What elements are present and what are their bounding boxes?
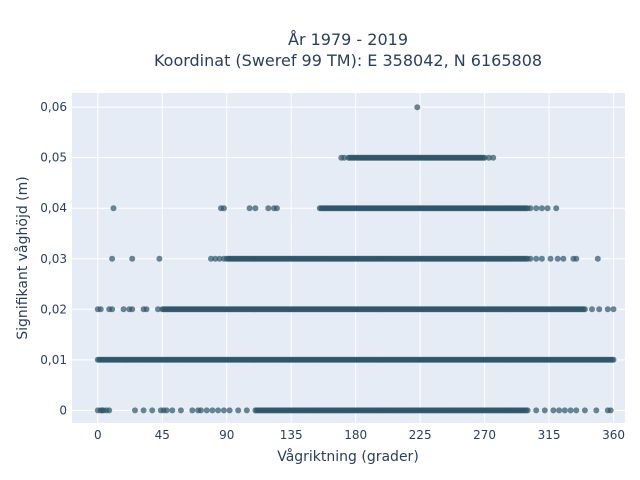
- x-tick-label: 45: [155, 428, 170, 442]
- x-tick-label: 360: [602, 428, 625, 442]
- x-tick-label: 180: [344, 428, 367, 442]
- data-point: [524, 407, 531, 414]
- data-point: [610, 306, 617, 313]
- data-point: [129, 255, 136, 262]
- x-tick-label: 90: [219, 428, 234, 442]
- data-point: [553, 205, 560, 212]
- data-point: [527, 255, 534, 262]
- x-tick-label: 225: [409, 428, 432, 442]
- data-point: [485, 154, 492, 161]
- data-point: [593, 407, 600, 414]
- data-point: [226, 407, 233, 414]
- data-point: [97, 306, 104, 313]
- data-point: [594, 255, 601, 262]
- data-point: [220, 407, 227, 414]
- x-tick-label: 270: [473, 428, 496, 442]
- data-point: [149, 407, 156, 414]
- x-tick-label: 0: [94, 428, 102, 442]
- data-point: [177, 407, 184, 414]
- data-point: [203, 407, 210, 414]
- data-point: [414, 104, 421, 111]
- data-point: [573, 407, 580, 414]
- data-point: [550, 407, 557, 414]
- x-tick-label: 315: [538, 428, 561, 442]
- data-point: [573, 255, 580, 262]
- data-point: [538, 255, 545, 262]
- data-point: [246, 205, 253, 212]
- y-tick-label: 0: [59, 403, 67, 417]
- data-point: [581, 306, 588, 313]
- data-point: [156, 255, 163, 262]
- data-point: [544, 205, 551, 212]
- data-point: [556, 407, 563, 414]
- data-point: [490, 154, 497, 161]
- data-point: [96, 356, 103, 363]
- data-point: [596, 306, 603, 313]
- data-point: [533, 255, 540, 262]
- y-axis-label: Signifikant våghöjd (m): [14, 176, 31, 339]
- data-point: [110, 205, 117, 212]
- y-tick-label: 0,04: [40, 201, 67, 215]
- data-point: [604, 306, 611, 313]
- data-point: [235, 407, 242, 414]
- data-point: [163, 407, 170, 414]
- data-point: [265, 205, 272, 212]
- data-point: [106, 407, 113, 414]
- data-point: [212, 255, 219, 262]
- tick-labels: 0 45 90 135 180 225 270 315 360 0 0,01 0,02 0,03 0,04…: [40, 100, 625, 442]
- data-point: [169, 407, 176, 414]
- y-tick-label: 0,06: [40, 100, 67, 114]
- data-point: [341, 154, 348, 161]
- data-point: [554, 255, 561, 262]
- data-point: [220, 205, 227, 212]
- data-point: [481, 154, 488, 161]
- y-tick-label: 0,02: [40, 302, 67, 316]
- y-tick-label: 0,01: [40, 353, 67, 367]
- data-point: [581, 407, 588, 414]
- data-point: [533, 407, 540, 414]
- data-point: [243, 407, 250, 414]
- data-point: [273, 205, 280, 212]
- data-point: [155, 306, 161, 313]
- data-point: [589, 306, 595, 313]
- data-point: [140, 407, 147, 414]
- data-point: [538, 205, 545, 212]
- data-point: [567, 407, 574, 414]
- data-point: [607, 407, 614, 414]
- data-point: [527, 205, 534, 212]
- data-point: [561, 407, 568, 414]
- data-point: [216, 255, 223, 262]
- data-point: [189, 407, 196, 414]
- data-point: [610, 356, 617, 363]
- data-point: [143, 306, 150, 313]
- data-points: [94, 104, 617, 414]
- data-point: [252, 205, 259, 212]
- data-point: [197, 407, 204, 414]
- data-point: [209, 407, 216, 414]
- data-point: [547, 255, 554, 262]
- data-point: [541, 407, 548, 414]
- data-point: [220, 255, 227, 262]
- data-point: [129, 306, 136, 313]
- data-point: [120, 306, 127, 313]
- data-point: [533, 205, 540, 212]
- data-point: [560, 255, 567, 262]
- y-tick-label: 0,03: [40, 252, 67, 266]
- data-point: [132, 407, 138, 414]
- data-point: [109, 255, 116, 262]
- y-tick-label: 0,05: [40, 151, 67, 165]
- chart-title-line1: År 1979 - 2019: [288, 30, 408, 49]
- x-tick-label: 135: [280, 428, 303, 442]
- chart-title-line2: Koordinat (Sweref 99 TM): E 358042, N 61…: [154, 51, 542, 70]
- data-point: [109, 306, 116, 313]
- data-point: [208, 255, 214, 262]
- x-axis-label: Vågriktning (grader): [277, 448, 419, 465]
- data-point: [215, 407, 222, 414]
